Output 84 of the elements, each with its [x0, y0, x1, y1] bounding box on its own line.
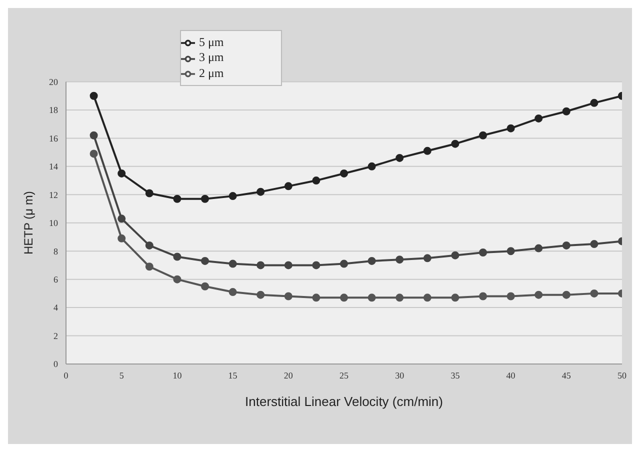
x-tick-label: 10	[172, 370, 182, 380]
point	[90, 131, 98, 140]
point	[284, 261, 292, 270]
x-tick-label: 45	[562, 370, 572, 380]
point	[118, 169, 126, 178]
point	[451, 140, 460, 148]
point	[479, 292, 487, 300]
point	[228, 288, 237, 296]
point	[562, 241, 570, 250]
point	[173, 194, 182, 203]
point	[562, 107, 570, 116]
point	[256, 261, 265, 270]
point	[145, 262, 154, 271]
point	[340, 169, 348, 178]
point	[479, 131, 487, 140]
point	[201, 282, 209, 290]
point	[201, 194, 209, 203]
point	[228, 192, 237, 200]
y-tick-label: 14	[49, 162, 58, 172]
point	[312, 261, 320, 270]
y-tick-label: 0	[54, 359, 58, 370]
y-tick-label: 18	[49, 105, 58, 116]
x-tick-label: 15	[228, 370, 238, 380]
y-tick-label: 10	[49, 218, 58, 228]
point	[423, 146, 432, 155]
point	[423, 294, 432, 302]
point	[534, 244, 543, 252]
x-tick-label: 0	[64, 370, 69, 380]
legend-label: 2 μm	[199, 66, 224, 80]
x-tick-label: 30	[395, 370, 405, 380]
point	[201, 256, 209, 265]
point	[284, 182, 292, 190]
point	[396, 154, 404, 162]
point	[506, 247, 515, 256]
y-tick-label: 20	[49, 76, 58, 87]
point	[590, 98, 598, 107]
point	[451, 251, 460, 260]
point	[368, 162, 376, 170]
point	[173, 275, 182, 284]
point	[90, 92, 98, 100]
x-tick-label: 35	[450, 370, 460, 380]
x-axis-title: Interstitial Linear Velocity (cm/min)	[245, 394, 443, 409]
point	[506, 292, 515, 300]
point	[451, 294, 460, 302]
point	[173, 252, 182, 261]
point	[256, 188, 265, 196]
point	[368, 294, 376, 302]
point	[312, 294, 320, 302]
y-tick-label: 12	[49, 190, 58, 200]
point	[590, 289, 598, 298]
x-tick-label: 50	[618, 370, 627, 380]
point	[312, 176, 320, 185]
point	[368, 256, 376, 265]
point	[479, 248, 487, 257]
y-tick-label: 8	[54, 246, 58, 256]
x-tick-label: 25	[340, 370, 349, 380]
x-tick-label: 40	[506, 370, 516, 380]
point	[590, 240, 598, 248]
point	[118, 214, 126, 223]
point	[340, 260, 348, 268]
point	[284, 292, 292, 300]
point	[340, 294, 348, 302]
x-tick-label: 5	[119, 370, 124, 380]
point	[118, 234, 126, 242]
point	[256, 290, 265, 299]
point	[145, 241, 154, 250]
point	[423, 254, 432, 262]
y-axis-title: HETP (μ m)	[21, 191, 36, 255]
point	[396, 294, 404, 302]
y-tick-label: 2	[54, 330, 58, 341]
point	[562, 290, 570, 299]
point	[145, 189, 154, 198]
legend-label: 5 μm	[199, 35, 224, 49]
point	[534, 114, 543, 122]
legend-label: 3 μm	[199, 50, 224, 64]
x-tick-label: 20	[284, 370, 294, 380]
y-tick-label: 6	[54, 274, 58, 285]
point	[506, 124, 515, 132]
point	[396, 256, 404, 264]
point	[534, 290, 543, 299]
point	[228, 260, 237, 268]
y-tick-label: 4	[54, 302, 58, 313]
point	[90, 150, 98, 158]
y-tick-label: 16	[49, 133, 58, 144]
